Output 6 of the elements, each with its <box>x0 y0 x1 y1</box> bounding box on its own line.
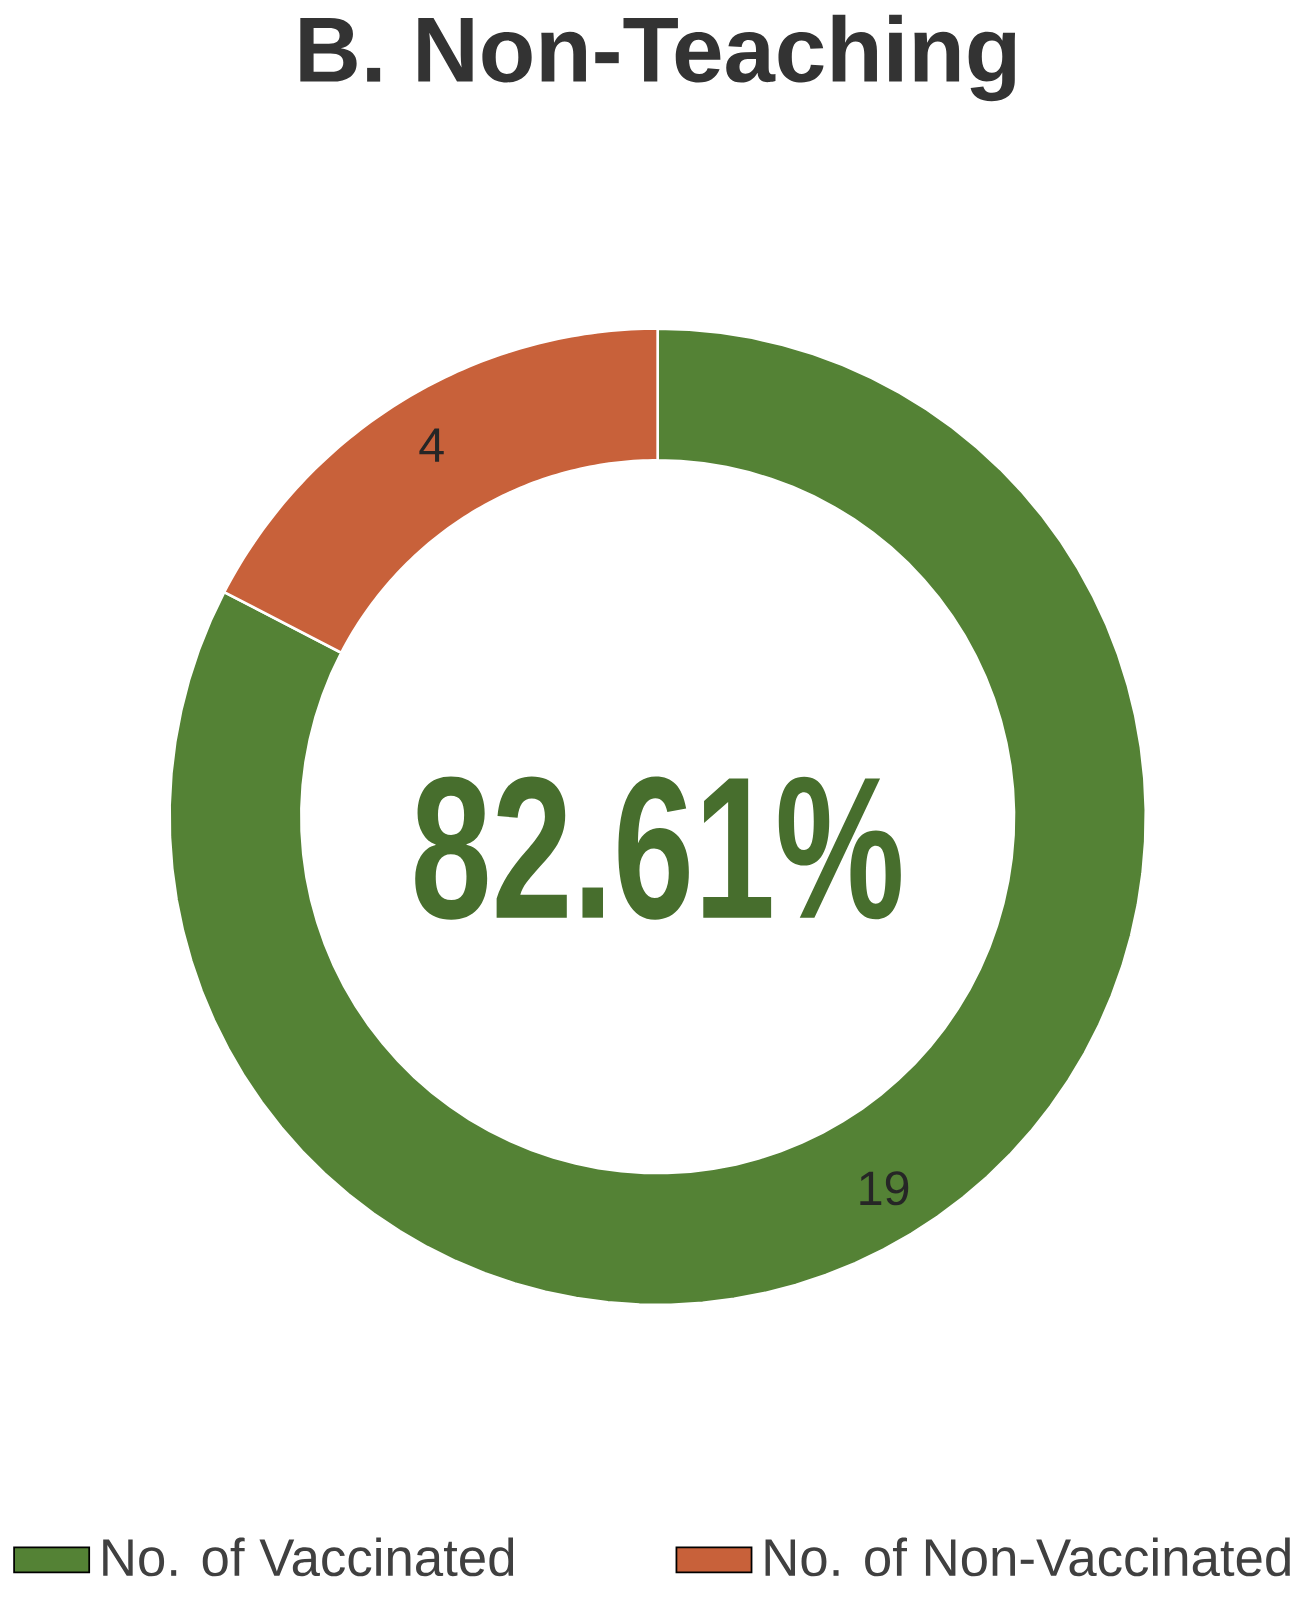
data-label: 4 <box>419 428 444 462</box>
data-label: 19 <box>860 1171 909 1206</box>
chart-title: B. Non-Teaching <box>300 14 1015 102</box>
text: 82.61% <box>415 776 901 920</box>
legend-label: No. of Non-Vaccinated <box>765 1537 1290 1577</box>
legend-label: No. of Vaccinated <box>103 1537 513 1577</box>
